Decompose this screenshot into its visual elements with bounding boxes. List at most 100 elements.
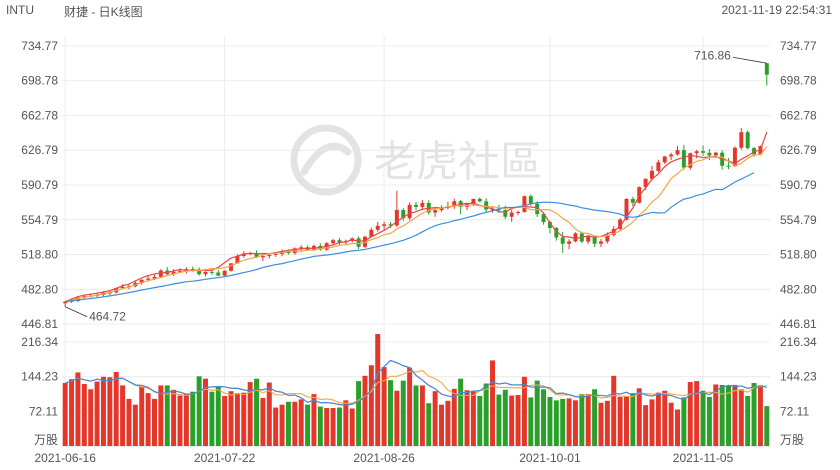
candle-body: [656, 162, 661, 171]
volume-bar: [572, 400, 578, 446]
volume-bar: [132, 404, 138, 446]
candle-body: [337, 240, 342, 243]
candle-body: [611, 228, 616, 236]
price-tick-right: 590.79: [780, 178, 817, 192]
volume-bar: [139, 386, 145, 446]
candle: [158, 269, 163, 278]
watermark: 老虎社區: [290, 124, 542, 196]
volume-bar: [368, 365, 374, 446]
volume-bar: [81, 383, 87, 446]
candle-body: [669, 154, 674, 157]
volume-bar: [196, 376, 202, 446]
volume-bar: [145, 393, 151, 446]
candle-body: [528, 196, 533, 204]
volume-bar: [158, 385, 164, 446]
price-tick-right: 554.79: [780, 213, 817, 227]
candle-body: [426, 202, 431, 213]
candle: [567, 239, 572, 250]
volume-bar: [62, 383, 68, 446]
volume-tick-left: 216.34: [21, 335, 58, 349]
volume-bar: [732, 384, 738, 446]
volume-unit-right: 万股: [780, 433, 804, 447]
price-tick-left: 554.79: [21, 213, 58, 227]
candle-body: [701, 151, 706, 153]
candle: [573, 232, 578, 243]
watermark-text: 老虎社區: [374, 137, 542, 186]
volume-bar: [464, 390, 470, 446]
candle: [452, 198, 457, 209]
price-ma-line: [64, 131, 768, 303]
candle-body: [439, 207, 444, 211]
candle-body: [592, 236, 597, 244]
volume-bar: [336, 407, 342, 446]
candle: [267, 254, 272, 259]
candle-body: [407, 204, 412, 219]
volume-bar: [343, 400, 349, 446]
candle-body: [452, 201, 457, 207]
date-tick: 2021-06-16: [34, 451, 96, 465]
candle: [630, 196, 635, 207]
volume-bar: [700, 390, 706, 446]
candles: [63, 63, 769, 307]
volume-bar: [120, 385, 126, 446]
volume-bar: [234, 393, 240, 446]
volume-bar: [228, 391, 234, 446]
volume-bar: [381, 367, 387, 446]
volume-bar: [260, 397, 266, 446]
volume-bar: [668, 402, 674, 446]
candle: [197, 267, 202, 276]
candle-body: [650, 170, 654, 179]
candle-body: [516, 211, 521, 213]
candle: [484, 198, 489, 213]
volume-bar: [757, 384, 763, 446]
candle: [522, 195, 527, 213]
candle: [509, 209, 514, 222]
date-tick: 2021-07-22: [194, 451, 256, 465]
price-tick-right: 446.81: [780, 317, 817, 331]
candle: [458, 199, 463, 215]
volume-unit-left: 万股: [34, 433, 58, 447]
candle: [171, 269, 176, 277]
volume-tick-right: 72.11: [780, 404, 809, 418]
volume-bar: [113, 371, 119, 446]
price-tick-left: 446.81: [21, 317, 58, 331]
volume-bar: [273, 407, 279, 446]
timestamp: 2021-11-19 22:54:31: [721, 3, 832, 17]
candle-body: [496, 209, 501, 211]
candle-body: [369, 229, 374, 237]
candle-body: [299, 247, 304, 249]
candle-body: [273, 253, 278, 255]
volume-bar: [751, 383, 757, 446]
candle: [541, 212, 546, 225]
candle-body: [573, 233, 578, 242]
candle-body: [535, 203, 540, 215]
volume-ma-line: [65, 369, 767, 404]
date-tick: 2021-11-05: [673, 451, 734, 465]
volume-bar: [470, 390, 476, 446]
volume-tick-left: 72.11: [29, 404, 58, 418]
candle-body: [216, 272, 221, 276]
volume-bar: [400, 380, 406, 446]
volume-bar: [611, 375, 617, 446]
candle: [535, 201, 540, 217]
volume-bar: [566, 398, 572, 446]
price-tick-left: 518.80: [21, 248, 58, 262]
volume-bar: [254, 378, 260, 446]
volume-bar: [285, 401, 291, 446]
volume-bar: [311, 394, 317, 446]
candle: [701, 145, 706, 157]
candle: [165, 266, 170, 276]
volume-bar: [458, 378, 464, 446]
volume-bar: [432, 391, 438, 446]
candle-body: [356, 238, 361, 247]
watermark-logo-icon: [300, 142, 352, 176]
candle-body: [586, 236, 591, 242]
price-ma-line: [65, 146, 768, 303]
date-tick: 2021-08-26: [353, 451, 415, 465]
candle-body: [503, 210, 508, 217]
price-tick-left: 734.77: [21, 39, 58, 53]
candle: [745, 130, 750, 150]
volume-bar: [375, 333, 381, 446]
candle: [726, 158, 731, 170]
candle-body: [554, 227, 559, 238]
